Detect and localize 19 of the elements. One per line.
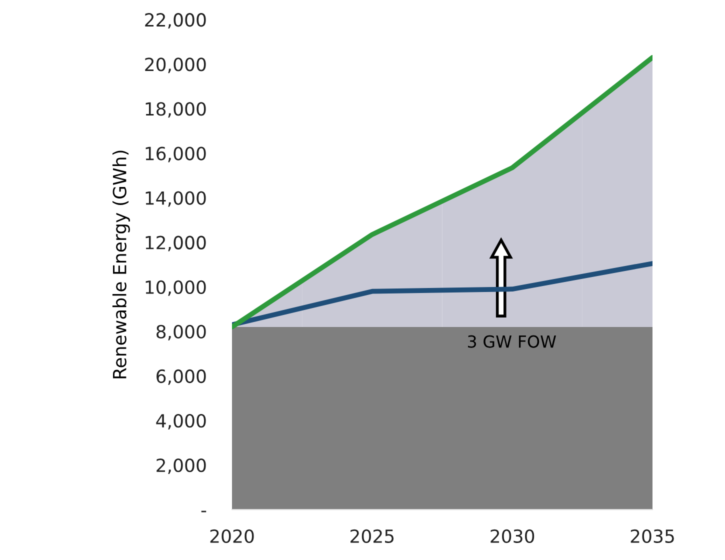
x-tick-label: 2025 [350,529,394,544]
line-series [232,261,652,328]
y-tick-label: 12,000 [146,236,206,252]
y-axis-title: Renewable Energy (GWh) [112,150,130,378]
y-tick-label: 16,000 [146,146,206,162]
y-tick-label: - [201,510,206,512]
y-tick-label: 22,000 [145,13,206,29]
y-tick-label: 6,000 [156,369,206,385]
x-tick-label: 2030 [490,529,534,544]
y-tick-label: 20,000 [145,58,206,74]
x-tick-label: 2035 [630,529,674,544]
y-tick-label: 18,000 [146,102,206,118]
x-tick-label: 2020 [210,529,254,544]
y-tick-label: 8,000 [156,324,206,340]
y-tick-label: 10,000 [146,280,206,296]
y-tick-label: 14,000 [146,191,206,207]
y-tick-label: 2,000 [156,458,206,474]
annotation: 3 GW FOW [468,335,556,348]
y-tick-label: 4,000 [156,414,206,430]
